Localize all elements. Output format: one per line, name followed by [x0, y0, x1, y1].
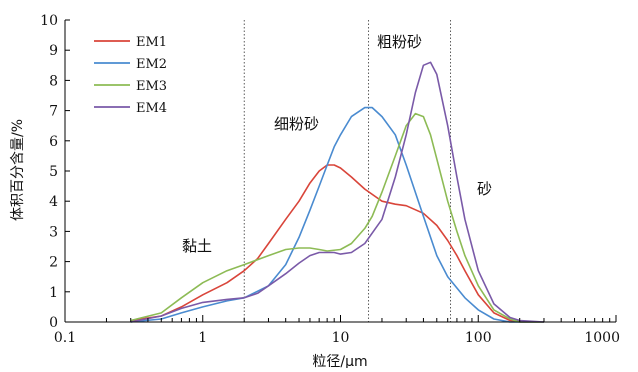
annotation-sand: 砂: [477, 180, 492, 198]
x-tick-label: 10: [332, 330, 350, 346]
y-tick-label: 10: [40, 13, 58, 29]
annotation-fine-silt: 细粉砂: [274, 115, 319, 133]
legend: EM1 EM2 EM3 EM4: [94, 35, 167, 116]
tick-marks: [64, 19, 617, 323]
annotation-clay: 黏土: [182, 237, 212, 255]
legend-label-em3: EM3: [136, 79, 167, 94]
series-line-em3: [130, 112, 544, 323]
y-tick-label: 4: [49, 194, 58, 210]
x-tick-label: 100: [465, 330, 492, 346]
y-tick-label: 5: [49, 164, 58, 180]
tick-labels: 0 1 2 3 4 5 6 7 8 9 10 0.1 1 10 100 1000: [40, 13, 620, 346]
y-axis-title: 体积百分含量/%: [10, 119, 26, 221]
x-axis-title: 粒径/μm: [312, 354, 367, 368]
legend-label-em1: EM1: [136, 35, 167, 50]
y-tick-label: 3: [49, 224, 58, 240]
y-tick-label: 8: [49, 73, 58, 89]
x-tick-label: 1: [198, 330, 207, 346]
boundary-lines: [243, 20, 452, 322]
y-tick-label: 1: [49, 285, 58, 301]
y-tick-label: 0: [49, 315, 58, 331]
annotation-coarse-silt: 粗粉砂: [377, 33, 422, 51]
series-line-em4: [130, 61, 545, 323]
series-lines: [130, 61, 545, 323]
y-tick-label: 9: [49, 43, 58, 59]
legend-label-em2: EM2: [136, 57, 167, 72]
y-tick-label: 2: [49, 255, 58, 271]
series-line-em1: [130, 164, 544, 323]
x-tick-label: 0.1: [54, 330, 76, 346]
x-tick-label: 1000: [584, 330, 620, 346]
y-tick-label: 7: [49, 104, 58, 120]
legend-label-em4: EM4: [136, 101, 167, 116]
y-tick-label: 6: [49, 134, 58, 150]
